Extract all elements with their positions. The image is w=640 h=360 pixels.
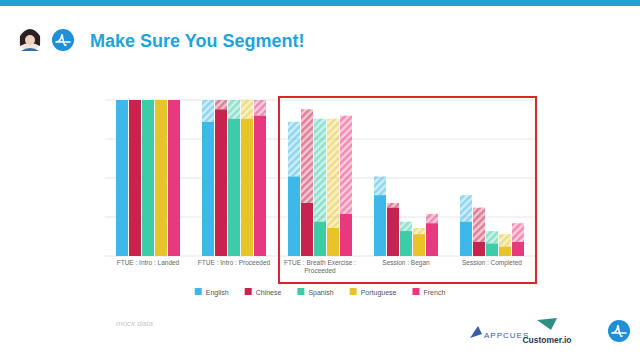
dropoff-bar: [241, 100, 253, 119]
dropoff-bar: [301, 109, 313, 203]
dropoff-bar: [512, 223, 524, 242]
bars: [116, 100, 524, 256]
amplitude-logo: [52, 29, 74, 51]
dropoff-bar: [486, 231, 498, 243]
dropoff-bar: [288, 122, 300, 177]
customerio-icon: [537, 318, 557, 330]
dropoff-bar: [400, 222, 412, 231]
bar: [254, 116, 266, 256]
category-label: FTUE : Breath Exercise :Proceeded: [284, 259, 356, 274]
bar: [168, 100, 180, 256]
category-label: Session : Began: [382, 259, 430, 267]
bar: [340, 214, 352, 256]
legend-label: Spanish: [308, 289, 333, 297]
top-bar: [0, 0, 640, 6]
bar: [202, 122, 214, 256]
category-label-line: Session : Began: [382, 259, 430, 267]
category-label-line: Session : Completed: [462, 259, 522, 267]
dropoff-bar: [499, 234, 511, 246]
category-label: FTUE : Intro : Landed: [117, 259, 180, 266]
avatar-face: [25, 35, 35, 45]
legend-swatch: [245, 288, 252, 295]
dropoff-bar: [202, 100, 214, 122]
legend-swatch: [297, 288, 304, 295]
dropoff-bar: [314, 119, 326, 222]
slide: Make Sure You Segment! FTUE : Intro : Lan…: [0, 0, 640, 360]
slide-canvas: Make Sure You Segment! FTUE : Intro : Lan…: [0, 0, 640, 360]
dropoff-bar: [387, 203, 399, 208]
avatar-hair: [20, 29, 40, 46]
category-label: FTUE : Intro : Proceeded: [198, 259, 271, 266]
legend-swatch: [412, 288, 419, 295]
bar: [512, 242, 524, 256]
category-label-line: FTUE : Intro : Proceeded: [198, 259, 271, 266]
category-label-line: Proceeded: [304, 267, 336, 274]
category-label-line: FTUE : Breath Exercise :: [284, 259, 356, 266]
bar: [426, 223, 438, 256]
dropoff-bar: [215, 100, 227, 109]
bar: [241, 119, 253, 256]
bar: [215, 109, 227, 256]
legend-label: English: [206, 289, 229, 297]
bar: [288, 176, 300, 256]
bar: [387, 208, 399, 256]
bar: [413, 234, 425, 256]
amplitude-footer-logo: [608, 320, 630, 342]
bar: [228, 119, 240, 256]
dropoff-bar: [340, 116, 352, 214]
bar: [499, 247, 511, 256]
title: Make Sure You Segment!: [90, 31, 304, 51]
dropoff-bar: [374, 176, 386, 195]
bar: [116, 100, 128, 256]
avatar-body: [21, 48, 39, 51]
avatar: [19, 29, 41, 51]
bar: [314, 222, 326, 256]
dropoff-bar: [473, 208, 485, 242]
category-label: Session : Completed: [462, 259, 522, 267]
bar: [400, 231, 412, 256]
bar: [155, 100, 167, 256]
category-label-line: FTUE : Intro : Landed: [117, 259, 180, 266]
bar: [301, 203, 313, 256]
legend-swatch: [195, 288, 202, 295]
legend-label: Portuguese: [361, 289, 397, 297]
legend-swatch: [350, 288, 357, 295]
dropoff-bar: [228, 100, 240, 119]
highlight-box: [279, 97, 536, 283]
amplitude-logo-glyph: [56, 34, 70, 45]
bar: [374, 195, 386, 256]
bar: [327, 228, 339, 256]
legend-label: French: [423, 289, 445, 296]
legend: English Chinese Spanish Portuguese French: [195, 288, 446, 297]
annotation: mock data: [116, 319, 153, 328]
dropoff-bar: [327, 119, 339, 228]
bar: [129, 100, 141, 256]
bar: [460, 222, 472, 256]
dropoff-bar: [254, 100, 266, 116]
dropoff-bar: [413, 228, 425, 234]
logo-text: Customer.io: [522, 335, 571, 345]
dropoff-bar: [426, 214, 438, 223]
dropoff-bar: [460, 195, 472, 222]
bar: [473, 242, 485, 256]
legend-label: Chinese: [256, 289, 282, 296]
bar: [142, 100, 154, 256]
amplitude-footer-logo-glyph: [612, 325, 626, 336]
appcues-icon: [470, 326, 482, 338]
bar: [486, 244, 498, 256]
